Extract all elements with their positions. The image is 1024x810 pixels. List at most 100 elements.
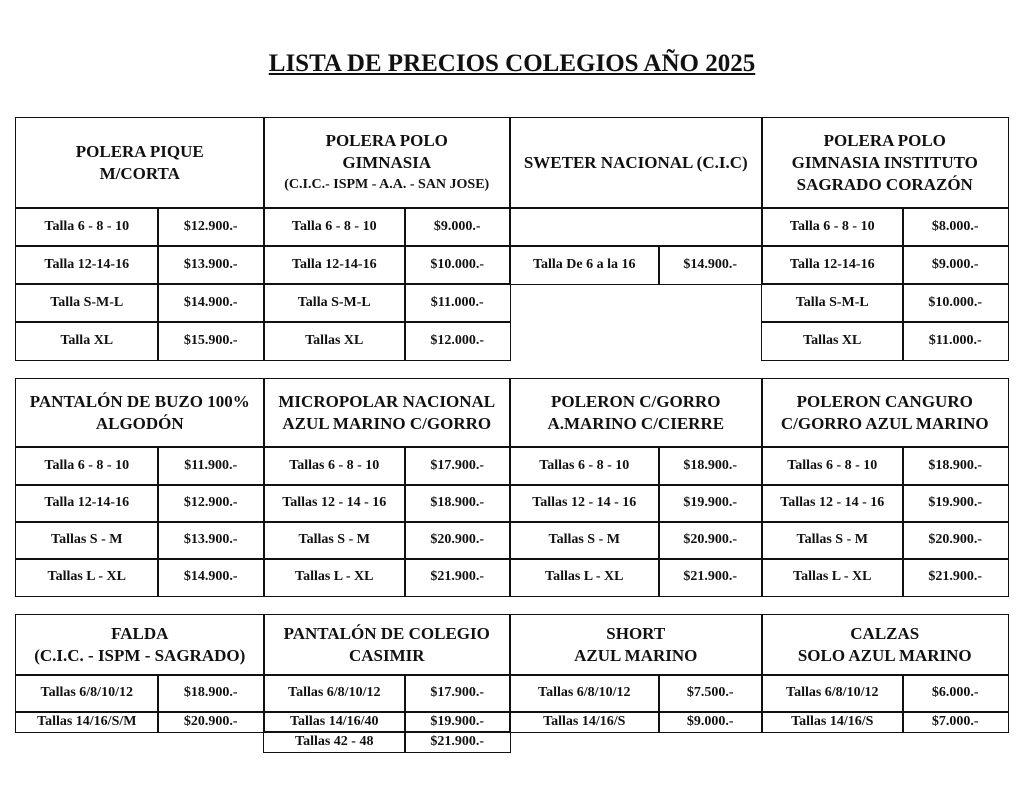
price-cell: $12.900.- [157,207,265,247]
price-cell: $6.000.- [902,674,1009,713]
product-name-line: AZUL MARINO C/GORRO [282,413,492,433]
price-cell: $18.900.- [157,674,265,713]
size-cell: Talla 6 - 8 - 10 [263,207,406,247]
product-name-line: PANTALÓN DE COLEGIO [283,623,490,643]
price-cell: $14.900.- [157,558,265,597]
product-header: POLERON C/GORRO A.MARINO C/CIERRE [509,378,763,448]
product-name-line: ALGODÓN [95,413,184,433]
product-name-line: (C.I.C. - ISPM - SAGRADO) [34,645,246,665]
size-cell: Tallas XL [263,321,406,361]
size-cell: Tallas S - M [263,521,406,560]
size-cell: Tallas 12 - 14 - 16 [761,484,904,523]
product-name-line: SAGRADO CORAZÓN [796,174,973,194]
product-name-line: SHORT [606,623,666,643]
price-cell: $13.900.- [157,521,265,560]
product-header: SHORT AZUL MARINO [509,614,763,676]
price-cell: $21.900.- [658,558,763,597]
size-cell: Talla XL [15,321,159,361]
product-header: POLERA PIQUE M/CORTA [15,117,265,209]
size-cell: Talla S-M-L [263,283,406,323]
product-name-line: GIMNASIA [342,152,432,172]
size-cell: Tallas 6 - 8 - 10 [263,446,406,486]
price-cell: $20.900.- [157,711,265,733]
product-header: FALDA (C.I.C. - ISPM - SAGRADO) [15,614,265,676]
product-name-line: PANTALÓN DE BUZO 100% [29,391,250,411]
product-name-line: POLERON CANGURO [796,391,973,411]
price-cell: $14.900.- [157,283,265,323]
price-cell: $19.900.- [658,484,763,523]
price-cell: $14.900.- [658,245,763,285]
price-cell: $10.000.- [404,245,511,285]
size-cell: Tallas 14/16/S [509,711,660,733]
product-name-line: CASIMIR [348,645,425,665]
price-cell: $18.900.- [404,484,511,523]
size-cell: Talla 12-14-16 [761,245,904,285]
size-cell: Tallas L - XL [15,558,159,597]
product-name-line: C/GORRO AZUL MARINO [780,413,989,433]
size-cell: Tallas 42 - 48 [263,731,406,753]
product-name-line: POLERA POLO [823,130,946,150]
product-name-line: POLERON C/GORRO [550,391,721,411]
price-cell: $7.500.- [658,674,763,713]
price-cell: $20.900.- [658,521,763,560]
product-header: POLERON CANGURO C/GORRO AZUL MARINO [761,378,1009,448]
size-cell: Tallas 6 - 8 - 10 [761,446,904,486]
product-name-line: M/CORTA [99,163,180,183]
product-name-line: POLERA PIQUE [75,141,204,161]
product-name-line: SWETER NACIONAL (C.I.C) [523,152,748,172]
price-cell: $19.900.- [404,711,511,733]
size-cell: Talla 12-14-16 [263,245,406,285]
size-cell: Tallas S - M [15,521,159,560]
product-name-line: FALDA [111,623,169,643]
product-header: CALZAS SOLO AZUL MARINO [761,614,1009,676]
price-cell: $12.000.- [404,321,511,361]
product-subtitle: (C.I.C.- ISPM - A.A. - SAN JOSE) [284,176,490,192]
price-cell: $17.900.- [404,446,511,486]
product-name-line: CALZAS [850,623,920,643]
size-cell: Tallas L - XL [761,558,904,597]
price-cell: $21.900.- [404,731,511,753]
price-cell: $21.900.- [902,558,1009,597]
product-header: MICROPOLAR NACIONAL AZUL MARINO C/GORRO [263,378,511,448]
product-header: SWETER NACIONAL (C.I.C) [509,117,763,209]
size-cell: Tallas 6/8/10/12 [263,674,406,713]
size-cell: Talla 12-14-16 [15,484,159,523]
empty-cell [509,207,763,247]
page-title: LISTA DE PRECIOS COLEGIOS AÑO 2025 [268,50,756,77]
product-name-line: GIMNASIA INSTITUTO [791,152,978,172]
size-cell: Talla 6 - 8 - 10 [15,446,159,486]
size-cell: Talla 6 - 8 - 10 [761,207,904,247]
price-cell: $8.000.- [902,207,1009,247]
price-cell: $9.000.- [902,245,1009,285]
price-cell: $21.900.- [404,558,511,597]
price-cell: $12.900.- [157,484,265,523]
product-header: POLERA POLO GIMNASIA (C.I.C.- ISPM - A.A. … [263,117,511,209]
price-cell: $11.000.- [902,321,1009,361]
size-cell: Tallas 6/8/10/12 [761,674,904,713]
product-header: POLERA POLO GIMNASIA INSTITUTO SAGRADO COR… [761,117,1009,209]
size-cell: Talla 6 - 8 - 10 [15,207,159,247]
product-name-line: SOLO AZUL MARINO [797,645,972,665]
product-name-line: MICROPOLAR NACIONAL [278,391,496,411]
product-name-line: AZUL MARINO [574,645,698,665]
product-name-line: A.MARINO C/CIERRE [547,413,725,433]
price-cell: $13.900.- [157,245,265,285]
price-cell: $7.000.- [902,711,1009,733]
size-cell: Talla S-M-L [761,283,904,323]
price-cell: $18.900.- [658,446,763,486]
size-cell: Tallas L - XL [263,558,406,597]
price-cell: $20.900.- [902,521,1009,560]
size-cell: Tallas S - M [761,521,904,560]
price-cell: $19.900.- [902,484,1009,523]
product-header: PANTALÓN DE BUZO 100% ALGODÓN [15,378,265,448]
size-cell: Tallas XL [761,321,904,361]
size-cell: Talla De 6 a la 16 [509,245,660,285]
size-cell: Tallas 6/8/10/12 [509,674,660,713]
price-cell: $17.900.- [404,674,511,713]
size-cell: Tallas 14/16/S/M [15,711,159,733]
size-cell: Talla S-M-L [15,283,159,323]
price-cell: $9.000.- [404,207,511,247]
price-cell: $20.900.- [404,521,511,560]
price-cell: $11.900.- [157,446,265,486]
size-cell: Tallas 12 - 14 - 16 [509,484,660,523]
